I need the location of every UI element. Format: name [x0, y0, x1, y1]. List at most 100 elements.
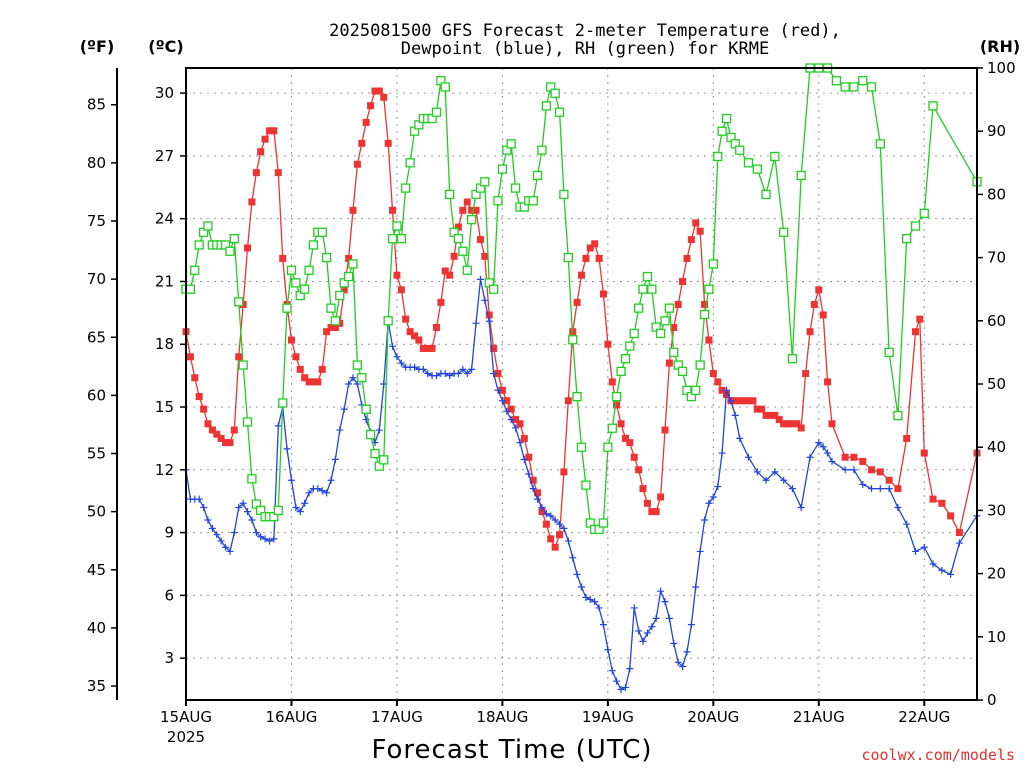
temperature-point — [274, 169, 282, 177]
dewpoint-point — [753, 468, 761, 476]
dewpoint-point — [731, 411, 739, 419]
dewpoint-point — [771, 468, 779, 476]
fahrenheit-unit-label: (ºF) — [80, 37, 115, 56]
fahrenheit-tick-label: 60 — [87, 386, 106, 404]
rh-tick-label: 50 — [987, 375, 1006, 393]
rh-point — [884, 347, 894, 358]
dewpoint-point — [454, 370, 462, 378]
temperature-point — [652, 508, 660, 516]
temperature-point — [604, 340, 612, 348]
dewpoint-point — [340, 405, 348, 413]
temperature-point — [736, 397, 744, 405]
temperature-point — [705, 336, 713, 344]
dewpoint-point — [204, 516, 212, 524]
dewpoint-point — [955, 539, 963, 547]
rh-point — [743, 158, 754, 168]
credit-text: coolwx.com/models — [861, 746, 1015, 764]
dewpoint-point — [441, 370, 449, 378]
celsius-tick-label: 6 — [164, 586, 174, 604]
rh-point — [286, 265, 297, 275]
celsius-tick-label: 12 — [155, 461, 174, 479]
dewpoint-point — [806, 453, 814, 461]
temperature-point — [780, 420, 788, 428]
dewpoint-point — [257, 533, 265, 541]
rh-point — [752, 164, 762, 174]
temperature-point — [578, 271, 585, 279]
dewpoint-point — [599, 621, 607, 629]
dewpoint-point — [217, 537, 225, 545]
temperature-point — [630, 453, 638, 461]
temperature-point — [955, 529, 963, 537]
dewpoint-point — [705, 499, 713, 507]
rh-tick-label: 40 — [987, 438, 1006, 456]
temperature-point — [556, 531, 564, 539]
temperature-point — [314, 378, 322, 386]
temperature-point — [393, 271, 401, 279]
dewpoint-point — [630, 604, 638, 612]
temperature-point — [230, 426, 238, 434]
rh-point — [647, 284, 657, 294]
dewpoint-point — [213, 531, 221, 539]
rh-point — [620, 354, 631, 364]
fahrenheit-tick-label: 35 — [87, 677, 106, 695]
rh-tick-label: 20 — [987, 565, 1006, 583]
dewpoint-point — [661, 598, 669, 606]
rh-point — [875, 139, 885, 149]
temperature-point — [876, 468, 884, 476]
rh-point — [343, 271, 354, 282]
temperature-point — [784, 420, 792, 428]
temperature-point — [222, 439, 230, 447]
rh-point — [893, 410, 903, 421]
temperature-point — [266, 127, 274, 135]
temperature-point — [411, 332, 419, 340]
rh-point — [321, 252, 332, 263]
rh-point — [392, 221, 402, 231]
temperature-point — [815, 286, 823, 294]
temperature-point — [296, 365, 304, 373]
rh-point — [365, 429, 376, 440]
rh-point — [185, 284, 196, 294]
fahrenheit-tick-label: 85 — [87, 96, 106, 114]
dewpoint-point — [797, 503, 805, 511]
dewpoint-point — [327, 476, 335, 484]
temperature-point — [208, 426, 216, 434]
temperature-point — [534, 489, 542, 497]
temperature-point — [542, 520, 550, 528]
dewpoint-point — [556, 520, 564, 528]
rh-point — [603, 442, 613, 452]
rh-point — [669, 347, 679, 358]
temperature-point — [824, 378, 832, 386]
temperature-point — [841, 453, 849, 461]
fahrenheit-tick-label: 45 — [87, 561, 106, 579]
dewpoint-point — [604, 646, 612, 654]
rh-point — [902, 233, 912, 244]
temperature-point — [327, 323, 335, 331]
x-tick-label: 21AUG — [793, 708, 845, 726]
rh-point — [282, 303, 292, 313]
dewpoint-point — [885, 485, 893, 493]
temperature-point — [279, 254, 287, 262]
rh-point — [568, 335, 578, 345]
dewpoint-point — [868, 485, 876, 493]
celsius-tick-label: 9 — [164, 524, 174, 542]
rh-point — [576, 442, 587, 452]
dewpoint-point — [516, 439, 524, 447]
temperature-point — [806, 328, 814, 336]
dewpoint-point — [850, 466, 858, 474]
rh-point — [453, 233, 464, 244]
dewpoint-point — [305, 489, 313, 497]
temperature-point — [503, 397, 511, 405]
dewpoint-point — [512, 424, 520, 432]
series-group — [181, 63, 982, 694]
rh-point — [291, 278, 301, 288]
rh-point — [625, 341, 635, 351]
rh-point — [629, 328, 639, 339]
x-tick-label: 15AUG — [160, 708, 212, 726]
rh-point — [691, 385, 701, 395]
rh-point — [611, 391, 622, 402]
rh-point — [717, 126, 727, 136]
dewpoint-point — [938, 566, 946, 574]
celsius-tick-label: 27 — [155, 147, 174, 165]
celsius-tick-label: 15 — [155, 398, 174, 416]
temperature-point — [920, 449, 928, 457]
